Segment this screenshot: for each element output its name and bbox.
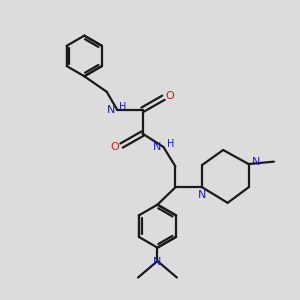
Text: N: N	[153, 257, 162, 267]
Text: N: N	[252, 157, 260, 166]
Text: O: O	[111, 142, 119, 152]
Text: N: N	[153, 142, 162, 152]
Text: N: N	[198, 190, 206, 200]
Text: N: N	[106, 105, 115, 115]
Text: O: O	[166, 91, 174, 101]
Text: H: H	[119, 102, 126, 112]
Text: H: H	[167, 139, 175, 149]
